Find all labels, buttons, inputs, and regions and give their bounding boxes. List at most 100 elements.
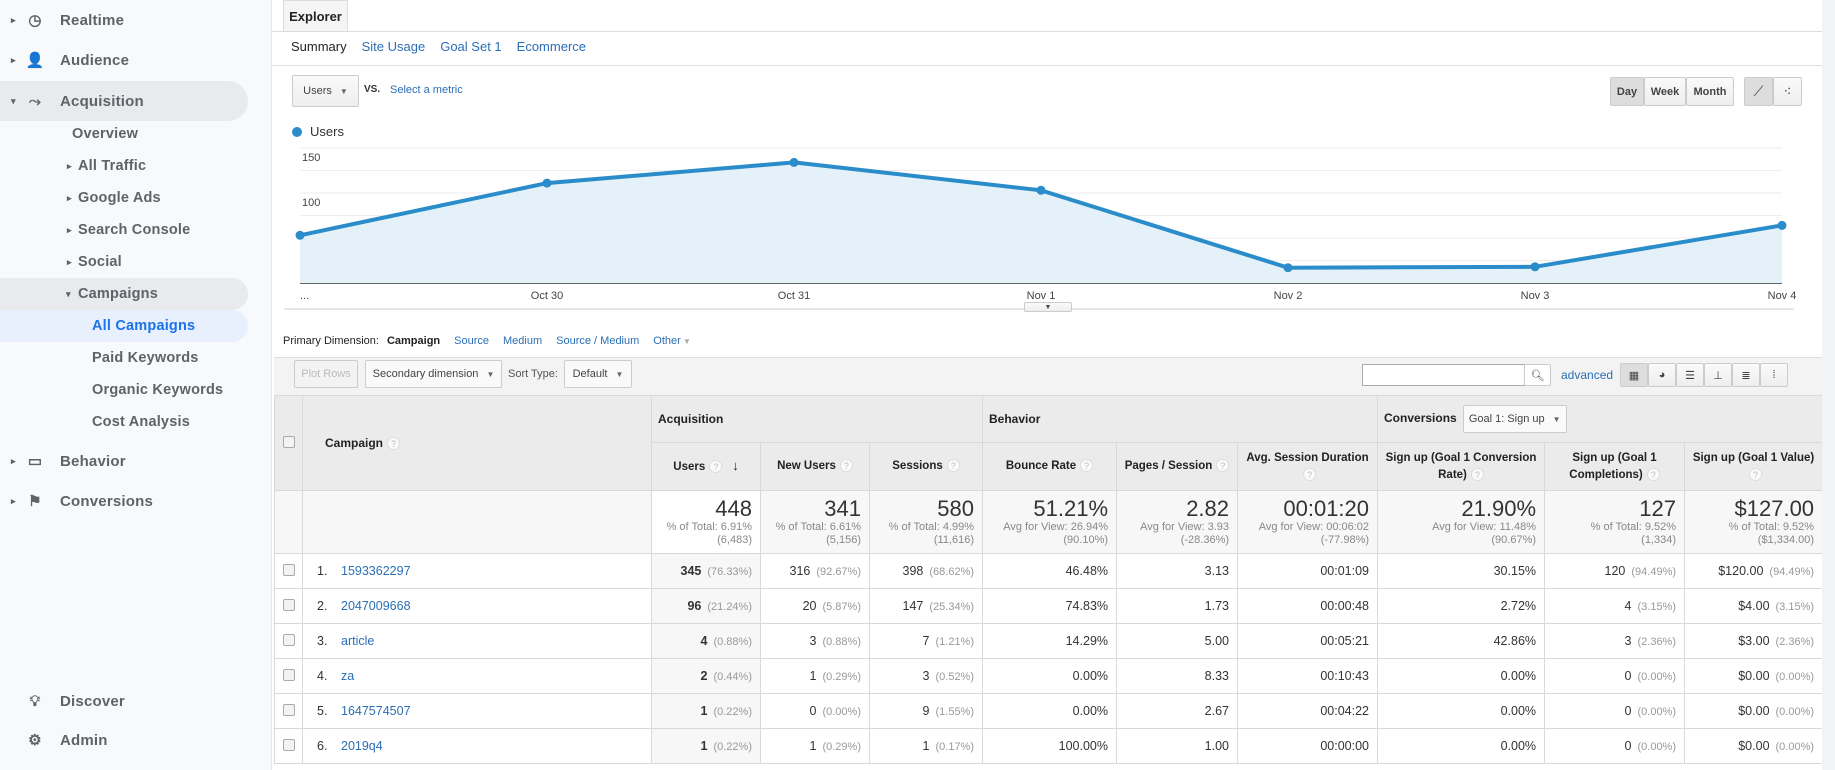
help-icon[interactable]: ? [387, 437, 401, 451]
pages-value: 1.73 [1204, 599, 1230, 613]
help-icon[interactable]: ? [1470, 467, 1484, 481]
data-point[interactable] [1283, 263, 1293, 273]
val-percent: (2.36%) [1775, 636, 1815, 648]
row-checkbox[interactable] [282, 738, 295, 751]
conv-cell: 2.72% [1377, 588, 1546, 624]
row-checkbox[interactable] [282, 633, 295, 646]
row-select-cell [274, 728, 303, 764]
campaign-header[interactable]: Campaign? [302, 395, 652, 491]
sort-desc-icon[interactable]: ↓ [732, 458, 739, 473]
campaign-link[interactable]: 2047009668 [341, 599, 411, 613]
period-month-button[interactable]: Month [1686, 77, 1734, 106]
sidebar-item-all-campaigns[interactable]: All Campaigns [0, 310, 248, 342]
column-header[interactable]: New Users? [760, 442, 870, 491]
help-icon[interactable]: ? [709, 460, 723, 474]
sidebar-item-campaigns[interactable]: ▾ Campaigns [0, 278, 248, 310]
page-scrollbar[interactable] [1822, 0, 1835, 770]
campaign-link[interactable]: 1593362297 [341, 564, 411, 578]
subtab-summary[interactable]: Summary [291, 39, 347, 54]
conv-cell: 42.86% [1377, 623, 1546, 659]
users-value: 4 [700, 634, 708, 648]
row-checkbox[interactable] [282, 668, 295, 681]
column-header[interactable]: Sign up (Goal 1 Conversion Rate)? [1377, 442, 1546, 491]
data-point[interactable] [295, 230, 305, 240]
period-day-button[interactable]: Day [1610, 77, 1644, 106]
dimension-medium[interactable]: Medium [503, 335, 543, 347]
help-icon[interactable]: ? [1216, 459, 1230, 473]
subtab-goal-set-1[interactable]: Goal Set 1 [440, 39, 502, 54]
goal-selector-dropdown[interactable]: Goal 1: Sign up ▼ [1462, 405, 1567, 433]
comp-percent: (2.36%) [1637, 636, 1677, 648]
campaign-link[interactable]: 2019q4 [341, 739, 383, 753]
period-week-button[interactable]: Week [1644, 77, 1686, 106]
column-header[interactable]: Bounce Rate? [982, 442, 1118, 491]
comparison-view-icon[interactable]: ⊥ [1704, 363, 1732, 387]
help-icon[interactable]: ? [1303, 467, 1317, 481]
dimension-source-medium[interactable]: Source / Medium [556, 335, 640, 347]
campaign-link[interactable]: article [341, 634, 375, 648]
column-header[interactable]: Sessions? [868, 442, 984, 491]
conversions-label: Conversions [1384, 411, 1457, 425]
period-selector: Day Week Month [1610, 77, 1734, 106]
line-chart-icon[interactable]: ⟋ [1744, 77, 1773, 106]
val-percent: (94.49%) [1769, 566, 1815, 578]
help-icon[interactable]: ? [839, 459, 853, 473]
motion-chart-icon[interactable]: ⁖ [1773, 77, 1802, 106]
data-point[interactable] [1777, 220, 1787, 230]
row-checkbox[interactable] [282, 703, 295, 716]
subtab-ecommerce[interactable]: Ecommerce [516, 39, 587, 54]
chart-collapse-toggle[interactable]: ▼ [1024, 302, 1072, 312]
main-content: Explorer Summary Site Usage Goal Set 1 E… [272, 0, 1824, 770]
data-point[interactable] [1530, 262, 1540, 272]
val-cell: $4.00 (3.15%) [1684, 588, 1824, 624]
data-point[interactable] [1036, 185, 1046, 195]
table-view-icon[interactable]: ▦ [1620, 363, 1648, 387]
subtab-site-usage[interactable]: Site Usage [361, 39, 426, 54]
column-header[interactable]: Sign up (Goal 1 Completions)? [1544, 442, 1686, 491]
column-header[interactable]: Avg. Session Duration? [1237, 442, 1379, 491]
comp-cell: 0 (0.00%) [1544, 693, 1686, 729]
sort-type-dropdown[interactable]: Default ▼ [564, 360, 632, 388]
select-metric-link[interactable]: Select a metric [390, 84, 463, 96]
help-icon[interactable]: ? [1749, 467, 1763, 481]
row-checkbox[interactable] [282, 563, 295, 576]
column-header[interactable]: Sign up (Goal 1 Value)? [1684, 442, 1824, 491]
data-point[interactable] [542, 178, 552, 188]
campaign-cell: 3. article [302, 623, 652, 659]
secondary-dimension-dropdown[interactable]: Secondary dimension ▼ [365, 360, 502, 388]
conversions-group-header: Conversions Goal 1: Sign up ▼ [1377, 395, 1824, 443]
dimension-source[interactable]: Source [454, 335, 490, 347]
help-icon[interactable]: ? [946, 459, 960, 473]
campaign-link[interactable]: za [341, 669, 355, 683]
divider [272, 31, 1822, 32]
plot-rows-button[interactable]: Plot Rows [294, 360, 358, 388]
dimension-other[interactable]: Other ▼ [653, 335, 691, 347]
tab-explorer[interactable]: Explorer [283, 0, 348, 32]
term-cloud-view-icon[interactable]: ≣ [1732, 363, 1760, 387]
caret-right-icon: ▸ [67, 256, 72, 267]
users-value: 1 [700, 739, 708, 753]
help-icon[interactable]: ? [1646, 467, 1660, 481]
dimension-campaign[interactable]: Campaign [386, 335, 441, 347]
table-search-input[interactable] [1362, 364, 1525, 386]
sidebar-item-acquisition[interactable]: ▾ ⤳ Acquisition [0, 81, 248, 121]
campaign-link[interactable]: 1647574507 [341, 704, 411, 718]
row-checkbox[interactable] [282, 598, 295, 611]
new-value: 0 [809, 704, 817, 718]
column-header-label: Sign up (Goal 1 Completions) [1569, 451, 1657, 481]
pivot-view-icon[interactable]: ⁞ [1760, 363, 1788, 387]
advanced-filter-link[interactable]: advanced [1561, 368, 1614, 382]
column-header[interactable]: Pages / Session? [1116, 442, 1239, 491]
total-absolute: (90.67%) [1491, 534, 1537, 546]
performance-view-icon[interactable]: ☰ [1676, 363, 1704, 387]
column-header-label: Sign up (Goal 1 Value) [1692, 451, 1815, 464]
select-all-checkbox[interactable] [282, 435, 295, 448]
data-point[interactable] [789, 157, 799, 167]
column-header[interactable]: Users? ↓ [651, 442, 761, 491]
sort-type-label: Sort Type: [508, 368, 558, 380]
pie-view-icon[interactable]: ◕ [1648, 363, 1676, 387]
search-icon[interactable]: 🔍︎ [1524, 364, 1551, 386]
metric-dropdown[interactable]: Users ▼ [292, 75, 359, 107]
help-icon[interactable]: ? [1080, 459, 1094, 473]
total-comparison: % of Total: 6.61% [775, 521, 861, 533]
